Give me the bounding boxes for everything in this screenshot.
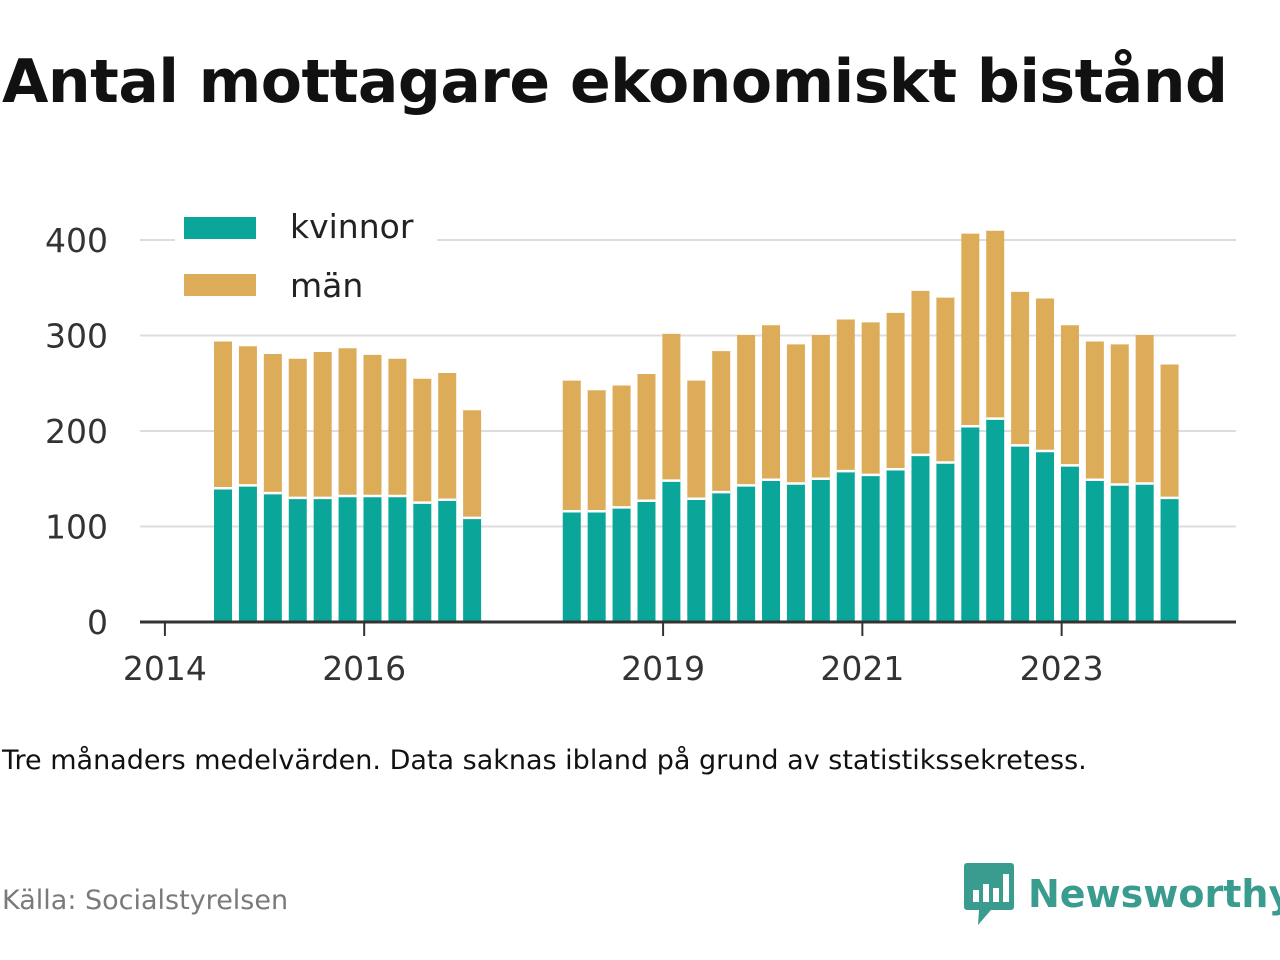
y-tick-label: 100 [45, 508, 108, 547]
legend-swatch-kvinnor [184, 217, 256, 239]
bar-man [637, 372, 656, 501]
bar-kvinnor [986, 418, 1005, 622]
x-axis: 2014 2016 2019 2021 2023 [123, 620, 1236, 688]
y-tick-label: 200 [45, 412, 108, 451]
bar-kvinnor [562, 511, 581, 622]
bar-man [413, 377, 432, 503]
bar-kvinnor [762, 479, 781, 622]
x-tick-label: 2016 [322, 649, 406, 688]
brand-name: Newsworthy [1028, 872, 1280, 916]
bar-man [288, 357, 307, 498]
bar-kvinnor [1060, 465, 1079, 622]
bar-man [338, 346, 357, 496]
bar-man [1036, 297, 1055, 452]
bar-kvinnor [936, 462, 955, 622]
bar-man [911, 289, 930, 455]
bar-man [1011, 290, 1030, 446]
bar-kvinnor [1011, 445, 1030, 622]
x-tick-label: 2014 [123, 649, 207, 688]
bar-man [263, 352, 282, 494]
x-tick-label: 2021 [820, 649, 904, 688]
bar-kvinnor [587, 511, 606, 622]
bar-man [238, 345, 257, 486]
bar-kvinnor [214, 488, 233, 622]
bar-kvinnor [637, 500, 656, 622]
legend: kvinnor män [175, 200, 437, 315]
bar-man [313, 350, 332, 498]
bar-kvinnor [263, 493, 282, 622]
y-tick-label: 0 [87, 603, 108, 642]
bar-man [1110, 343, 1129, 485]
bar-kvinnor [1036, 451, 1055, 622]
y-axis-tick-labels: 0 100 200 300 400 [45, 221, 108, 642]
stacked-bar-chart: 0 100 200 300 400 2014 2016 2019 2021 2023 kvinn… [45, 200, 1236, 688]
bar-kvinnor [288, 497, 307, 622]
bar-man [786, 343, 805, 484]
bar-kvinnor [836, 471, 855, 622]
bar-man [762, 324, 781, 480]
bar-kvinnor [811, 478, 830, 622]
bar-man [986, 229, 1005, 419]
chart-note: Tre månaders medelvärden. Data saknas ib… [2, 745, 1087, 776]
brand: Newsworthy [964, 862, 1280, 926]
newsworthy-logo-icon [964, 863, 1014, 925]
y-tick-label: 400 [45, 221, 108, 260]
bar-kvinnor [961, 426, 980, 622]
bar-man [662, 332, 681, 481]
bar-man [612, 384, 631, 508]
bar-kvinnor [662, 480, 681, 622]
bar-man [363, 353, 382, 496]
bar-kvinnor [612, 507, 631, 622]
bar-man [836, 318, 855, 472]
chart-title: Antal mottagare ekonomiskt bistånd [2, 47, 1228, 117]
bar-kvinnor [687, 498, 706, 622]
bar-kvinnor [1110, 484, 1129, 622]
bar-kvinnor [786, 483, 805, 622]
legend-swatch-man [184, 274, 256, 296]
bar-man [687, 379, 706, 499]
bar-man [438, 371, 457, 500]
bar-kvinnor [363, 495, 382, 622]
bar-man [936, 296, 955, 463]
x-tick-label: 2023 [1020, 649, 1104, 688]
bar-man [1160, 363, 1179, 498]
legend-label-kvinnor: kvinnor [290, 207, 414, 246]
bar-kvinnor [712, 492, 731, 622]
bar-marks [214, 228, 1179, 622]
legend-label-man: män [290, 266, 363, 305]
bar-kvinnor [313, 497, 332, 622]
bar-man [388, 357, 407, 496]
bar-man [861, 321, 880, 475]
bar-man [214, 340, 233, 489]
bar-kvinnor [1135, 483, 1154, 622]
bar-kvinnor [338, 495, 357, 622]
bar-kvinnor [737, 485, 756, 622]
bar-man [811, 333, 830, 479]
bar-kvinnor [886, 469, 905, 622]
bar-man [562, 379, 581, 512]
bar-man [1060, 324, 1079, 466]
bar-kvinnor [1085, 479, 1104, 622]
bar-man [737, 333, 756, 486]
bar-kvinnor [463, 517, 482, 622]
y-tick-label: 300 [45, 317, 108, 356]
bar-man [961, 232, 980, 427]
bar-man [712, 349, 731, 493]
bar-man [886, 311, 905, 470]
bar-kvinnor [413, 502, 432, 622]
x-tick-label: 2019 [621, 649, 705, 688]
bar-kvinnor [861, 474, 880, 622]
source-label: Källa: Socialstyrelsen [2, 885, 289, 916]
bar-kvinnor [1160, 497, 1179, 622]
bar-man [1085, 340, 1104, 480]
bar-man [463, 409, 482, 518]
bar-kvinnor [438, 499, 457, 622]
bar-kvinnor [238, 485, 257, 622]
bar-kvinnor [388, 495, 407, 622]
bar-man [1135, 333, 1154, 484]
bar-man [587, 388, 606, 512]
bar-kvinnor [911, 454, 930, 622]
